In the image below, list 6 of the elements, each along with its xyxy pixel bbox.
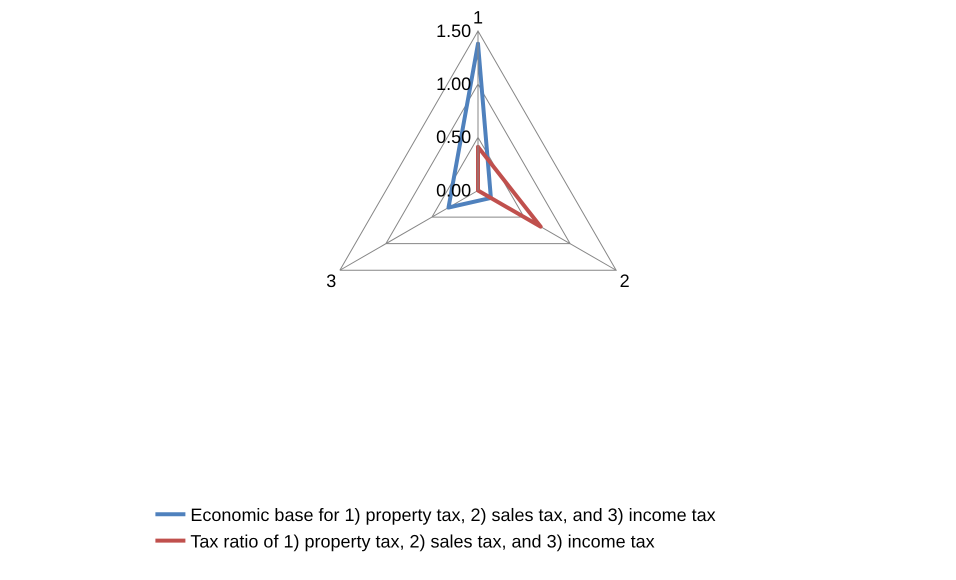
y-tick-label: 1.50: [436, 20, 472, 41]
spoke-label: 3: [326, 270, 336, 291]
legend-label: Economic base for 1) property tax, 2) sales tax, and 3) income tax: [190, 505, 716, 526]
legend-label: Tax ratio of 1) property tax, 2) sales tax, and 3) income tax: [190, 532, 655, 552]
spoke-label: 1: [472, 7, 484, 28]
spoke-label: 2: [620, 270, 630, 291]
